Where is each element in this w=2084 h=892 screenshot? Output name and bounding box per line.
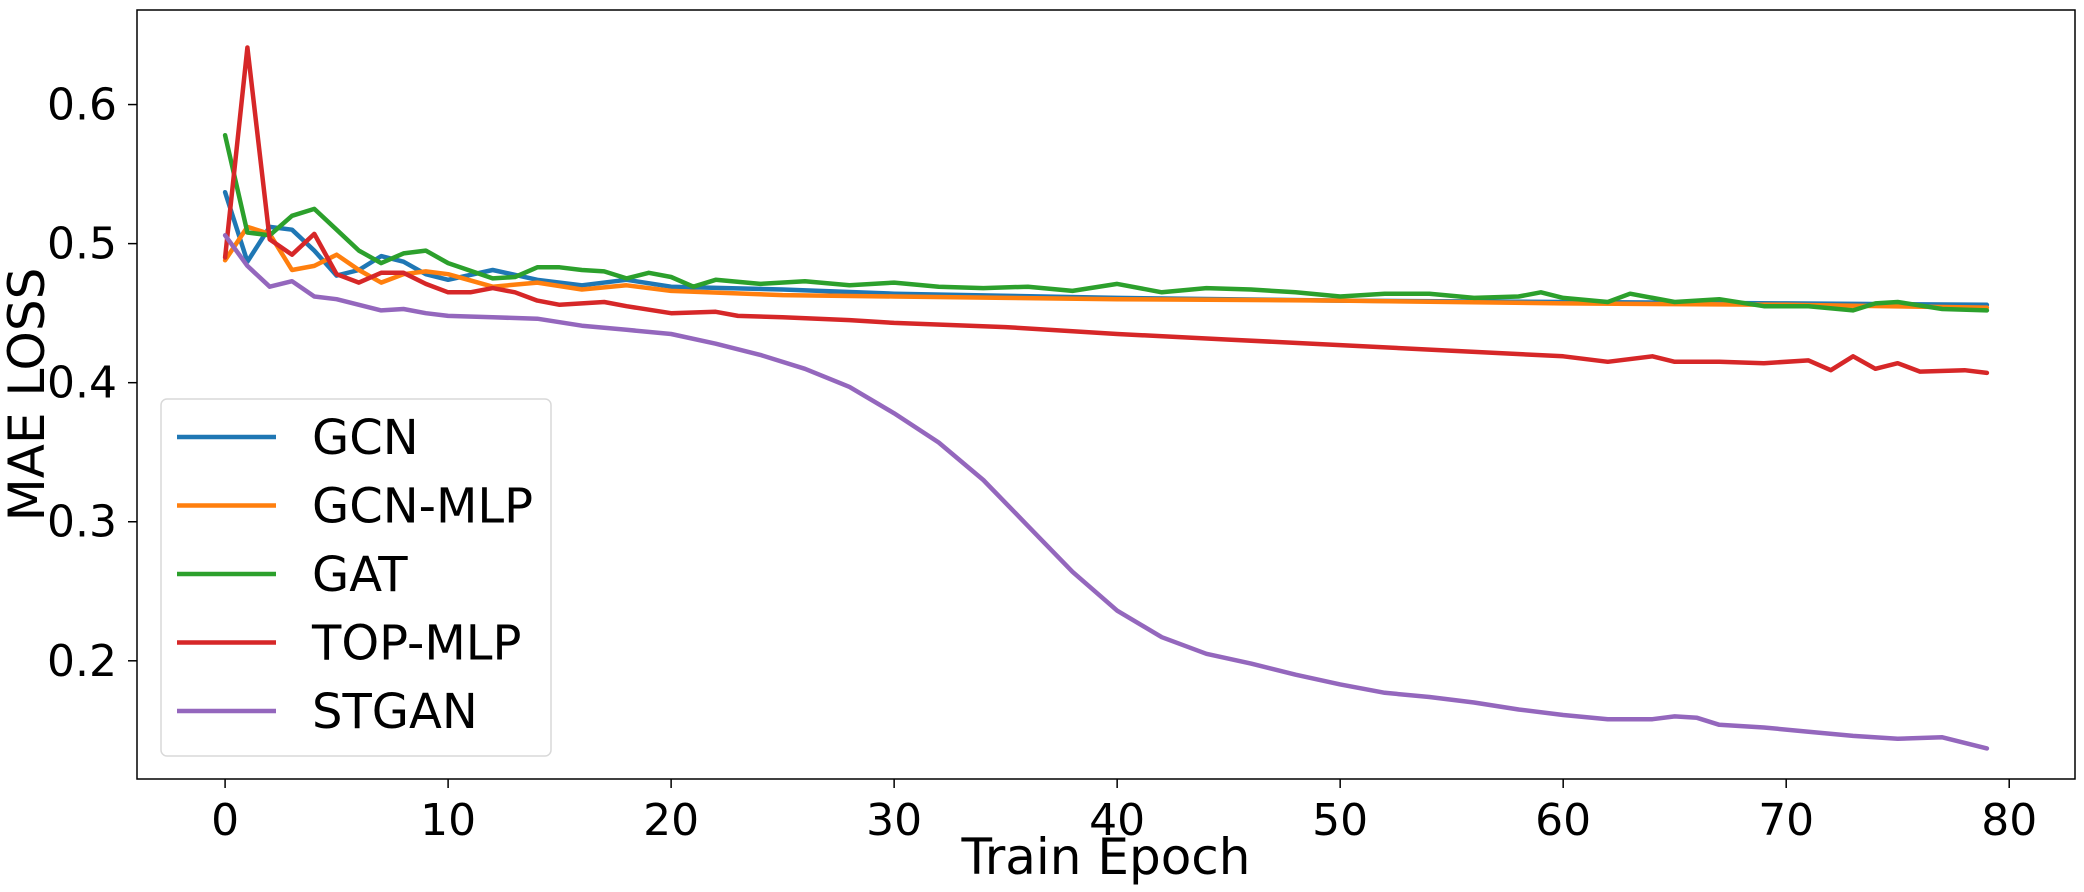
plot-frame (136, 9, 2076, 780)
y-tick-label: 0.6 (47, 80, 117, 131)
x-tick-label: 80 (1981, 795, 2037, 846)
x-axis: 0 10 20 30 40 50 60 70 80 (211, 779, 2037, 846)
x-tick-label: 60 (1535, 795, 1591, 846)
y-tick-label: 0.3 (47, 497, 117, 548)
x-axis-title: Train Epoch (961, 828, 1251, 886)
legend-label: STGAN (312, 684, 478, 740)
legend-label: GCN-MLP (312, 479, 533, 535)
y-tick-label: 0.5 (47, 219, 117, 270)
series-line-top-mlp (222, 45, 1990, 376)
series-line-gat (222, 132, 1990, 313)
series-line-gcn-mlp (222, 224, 1990, 310)
legend-label: GCN (312, 410, 419, 466)
x-tick-label: 40 (1089, 795, 1145, 846)
legend: GCN GCN-MLP GAT TOP-MLP STGAN (160, 398, 552, 757)
x-tick-label: 30 (866, 795, 922, 846)
x-tick-label: 50 (1312, 795, 1368, 846)
x-tick-label: 10 (420, 795, 476, 846)
y-axis-title: MAE LOSS (0, 268, 56, 522)
y-tick-label: 0.2 (47, 636, 117, 687)
series-layer (222, 45, 1990, 751)
x-tick-label: 70 (1758, 795, 1814, 846)
series-line-stgan (222, 233, 1990, 751)
x-tick-label: 0 (211, 795, 239, 846)
x-tick-label: 20 (643, 795, 699, 846)
legend-label: TOP-MLP (311, 616, 521, 672)
y-tick-label: 0.4 (47, 358, 117, 409)
legend-box (160, 398, 552, 757)
legend-label: GAT (312, 547, 408, 603)
y-axis: 0.2 0.3 0.4 0.5 0.6 (47, 80, 137, 687)
